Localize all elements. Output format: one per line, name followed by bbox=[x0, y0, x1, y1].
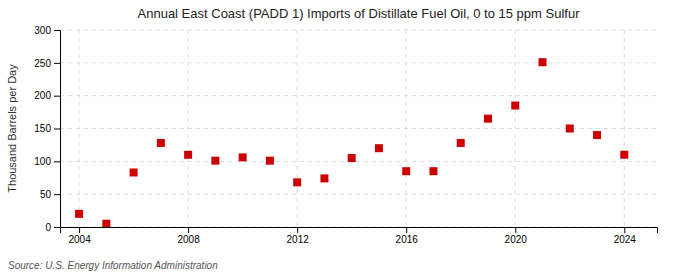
tick-mark bbox=[54, 129, 60, 130]
y-axis-title: Thousand Barrels per Day bbox=[6, 64, 18, 193]
grid-line bbox=[515, 30, 516, 227]
grid-line bbox=[297, 30, 298, 227]
point bbox=[75, 210, 83, 218]
point bbox=[320, 174, 328, 182]
point bbox=[130, 168, 138, 176]
tick-label: 2016 bbox=[396, 234, 419, 245]
tick-mark bbox=[297, 227, 298, 233]
tick-label: 200 bbox=[34, 90, 51, 101]
point bbox=[566, 125, 574, 133]
tick-label: 150 bbox=[34, 123, 51, 134]
tick-label: 2020 bbox=[505, 234, 528, 245]
grid-line bbox=[60, 161, 657, 162]
tick: 2020 bbox=[505, 227, 528, 245]
points bbox=[75, 58, 628, 227]
tick: 2016 bbox=[396, 227, 419, 245]
tick: 200 bbox=[34, 90, 60, 101]
tick-mark bbox=[406, 227, 407, 233]
tick-mark bbox=[54, 227, 60, 228]
grid-line bbox=[60, 95, 657, 96]
point bbox=[429, 167, 437, 175]
tick-mark bbox=[54, 96, 60, 97]
grid bbox=[60, 30, 657, 227]
grid-line bbox=[60, 30, 657, 31]
tick: 2012 bbox=[287, 227, 310, 245]
point bbox=[484, 115, 492, 123]
tick: 2008 bbox=[177, 227, 200, 245]
tick-label: 2024 bbox=[614, 234, 637, 245]
point bbox=[184, 151, 192, 159]
tick: 250 bbox=[34, 58, 60, 69]
tick-label: 0 bbox=[45, 222, 51, 233]
plot-area: 2004 2008 2012 2016 2020 2024 0 50 100 150 200 250 3… bbox=[34, 25, 657, 245]
point bbox=[539, 58, 547, 66]
axis-line bbox=[61, 228, 658, 234]
tick-label: 100 bbox=[34, 156, 51, 167]
grid-line bbox=[79, 30, 80, 227]
point bbox=[293, 178, 301, 186]
chart: 2004 2008 2012 2016 2020 2024 0 50 100 150 200 250 3… bbox=[0, 0, 675, 275]
tick-mark bbox=[54, 194, 60, 195]
grid-line bbox=[60, 62, 657, 63]
grid-line bbox=[188, 30, 189, 227]
tick-label: 2012 bbox=[287, 234, 310, 245]
tick: 100 bbox=[34, 156, 60, 167]
tick: 0 bbox=[45, 222, 60, 233]
tick: 150 bbox=[34, 123, 60, 134]
tick-label: 300 bbox=[34, 25, 51, 36]
grid-line bbox=[60, 194, 657, 195]
tick-label: 2004 bbox=[68, 234, 91, 245]
tick-mark bbox=[54, 63, 60, 64]
x-axis: 2004 2008 2012 2016 2020 2024 bbox=[61, 227, 658, 245]
tick-mark bbox=[54, 30, 60, 31]
point bbox=[402, 167, 410, 175]
tick: 2024 bbox=[614, 227, 637, 245]
tick: 2004 bbox=[68, 227, 91, 245]
tick-mark bbox=[79, 227, 80, 233]
annotation: Source: U.S. Energy Information Administ… bbox=[8, 260, 218, 271]
point bbox=[211, 157, 219, 165]
point bbox=[457, 139, 465, 147]
point bbox=[157, 139, 165, 147]
point bbox=[375, 144, 383, 152]
grid-line bbox=[406, 30, 407, 227]
point bbox=[102, 220, 110, 227]
tick-label: 50 bbox=[40, 189, 52, 200]
point bbox=[266, 157, 274, 165]
tick: 50 bbox=[40, 189, 60, 200]
grid-line bbox=[624, 30, 625, 227]
tick: 300 bbox=[34, 25, 60, 36]
point bbox=[593, 131, 601, 139]
tick-label: 250 bbox=[34, 58, 51, 69]
tick-mark bbox=[54, 161, 60, 162]
tick-mark bbox=[188, 227, 189, 233]
tick-mark bbox=[624, 227, 625, 233]
tick-label: 2008 bbox=[177, 234, 200, 245]
tick-mark bbox=[515, 227, 516, 233]
point bbox=[620, 151, 628, 159]
point bbox=[348, 154, 356, 162]
axis-line bbox=[54, 31, 61, 228]
point bbox=[511, 102, 519, 110]
title: Annual East Coast (PADD 1) Imports of Di… bbox=[138, 6, 581, 21]
y-axis: 0 50 100 150 200 250 300 bbox=[34, 25, 60, 233]
point bbox=[239, 153, 247, 161]
